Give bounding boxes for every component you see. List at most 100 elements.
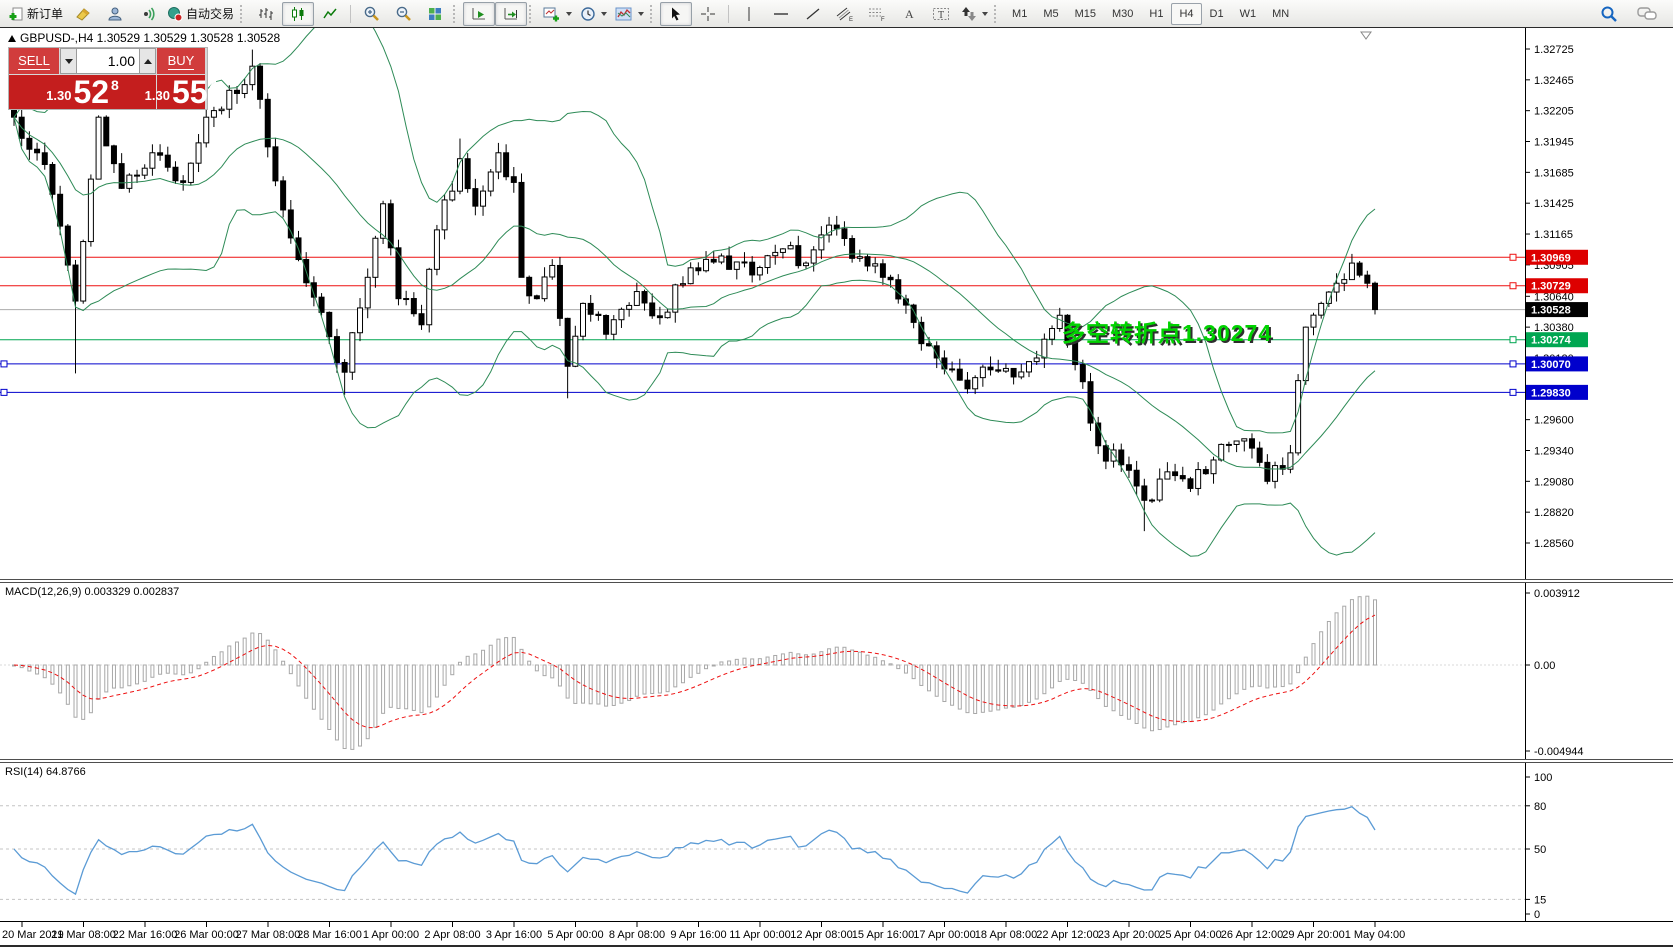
period-button[interactable] [576,2,611,26]
svg-text:T: T [938,10,944,21]
chevron-down-icon [638,11,645,16]
svg-text:1.28560: 1.28560 [1534,538,1574,550]
new-order-icon [9,7,23,20]
svg-text:11 Apr 00:00: 11 Apr 00:00 [729,929,791,941]
macd-panel[interactable]: 0.003912 0.00 -0.004944 [0,583,1673,759]
svg-text:25 Apr 04:00: 25 Apr 04:00 [1159,929,1221,941]
svg-text:23 Apr 20:00: 23 Apr 20:00 [1098,929,1160,941]
svg-text:1.32465: 1.32465 [1534,75,1574,87]
toolbar-grip [240,4,245,23]
timeframe-m5-button[interactable]: M5 [1043,7,1059,20]
candle-chart-type-button[interactable] [282,1,315,26]
svg-text:22 Apr 12:00: 22 Apr 12:00 [1036,929,1098,941]
macd-indicator-label: MACD(12,26,9) 0.003329 0.002837 [5,586,180,598]
tile-windows-button[interactable] [419,2,451,26]
svg-text:15 Apr 16:00: 15 Apr 16:00 [852,929,914,941]
buy-button[interactable]: BUY [157,48,205,74]
eraser-button[interactable] [67,2,99,26]
timeframe-m30-button[interactable]: M30 [1112,7,1134,20]
svg-text:9 Apr 16:00: 9 Apr 16:00 [670,929,726,941]
chevron-down-icon [601,11,608,16]
svg-text:F: F [881,17,885,22]
crosshair-tool-button[interactable] [692,2,724,26]
timeframe-d1-button[interactable]: D1 [1209,7,1224,20]
new-chart-button[interactable] [539,2,576,26]
svg-text:1.30729: 1.30729 [1531,281,1571,293]
svg-text:1.30380: 1.30380 [1534,322,1574,334]
text-label-tool-button[interactable]: T [925,2,957,26]
indicators-button[interactable] [611,2,648,26]
vertical-line-tool-button[interactable] [733,2,765,26]
profile-button[interactable] [99,2,131,26]
candlestick-chart-icon [292,6,304,21]
timeframe-m15-button[interactable]: M15 [1074,7,1096,20]
svg-text:1.30969: 1.30969 [1531,252,1571,264]
auto-trading-icon [168,6,183,21]
tile-windows-icon [429,7,442,20]
volume-increase-button[interactable] [139,48,156,74]
zoom-in-icon [364,6,379,21]
main-chart[interactable]: 1.32725 1.32465 1.32205 1.31945 1.31685 1.314… [0,28,1673,579]
sell-button[interactable]: SELL [9,48,59,74]
timeframe-mn-button[interactable]: MN [1272,7,1290,20]
equidistant-channel-tool-button[interactable]: E [829,2,861,26]
svg-text:18 Apr 08:00: 18 Apr 08:00 [975,929,1037,941]
fibonacci-tool-button[interactable]: F [861,2,893,26]
line-chart-type-button[interactable] [314,2,346,26]
toolbar-separator [350,4,352,23]
horizontal-line-tool-button[interactable] [765,2,797,26]
svg-text:2 Apr 08:00: 2 Apr 08:00 [424,929,480,941]
svg-text:8 Apr 08:00: 8 Apr 08:00 [609,929,665,941]
auto-trading-label: 自动交易 [186,7,235,21]
panel-splitter[interactable] [0,759,1673,763]
timeframe-h4-button[interactable]: H4 [1171,2,1202,25]
svg-text:80: 80 [1534,801,1546,813]
timeframe-m1-button[interactable]: M1 [1012,7,1028,20]
svg-text:E: E [849,17,853,22]
zoom-out-button[interactable] [387,2,419,26]
search-button[interactable] [1593,2,1625,26]
chart-autoscroll-button[interactable] [463,1,496,26]
sell-price[interactable]: 1.30 52 8 [9,75,156,109]
signal-button[interactable] [131,2,163,26]
signal-icon [144,6,155,21]
timeframe-h1-button[interactable]: H1 [1149,7,1164,20]
svg-text:A: A [905,7,914,21]
svg-text:1.29080: 1.29080 [1534,476,1574,488]
svg-text:17 Apr 00:00: 17 Apr 00:00 [913,929,975,941]
svg-text:1.32725: 1.32725 [1534,44,1574,56]
svg-text:26 Apr 12:00: 26 Apr 12:00 [1221,929,1283,941]
chart-shift-button[interactable] [495,1,528,26]
chat-button[interactable] [1631,2,1663,26]
zoom-in-button[interactable] [355,2,387,26]
svg-text:1.30274: 1.30274 [1531,335,1572,347]
bar-chart-type-button[interactable] [250,2,282,26]
cursor-tool-button[interactable] [660,1,693,26]
text-tool-button[interactable]: A [893,2,925,26]
svg-text:1.31685: 1.31685 [1534,167,1574,179]
new-chart-icon [543,7,560,21]
svg-text:1.29340: 1.29340 [1534,445,1574,457]
timeframe-w1-button[interactable]: W1 [1239,7,1257,20]
panel-splitter[interactable] [0,579,1673,583]
auto-trading-button[interactable]: 自动交易 [163,2,238,26]
chart-annotation: 多空转折点1.30274 [1062,320,1273,346]
chart-ohlc-info: GBPUSD-,H4 1.30529 1.30529 1.30528 1.305… [8,31,280,45]
arrows-tool-button[interactable] [957,2,992,26]
trendline-tool-button[interactable] [797,2,829,26]
new-order-label: 新订单 [27,7,64,21]
toolbar-grip [529,4,534,23]
toolbar-grip [650,4,655,23]
svg-text:0.00: 0.00 [1534,660,1555,672]
chat-icon [1637,6,1657,20]
volume-input[interactable] [77,48,139,74]
volume-decrease-button[interactable] [60,48,77,74]
one-click-trading-panel: SELL BUY 1.30 52 8 1.30 55 4 [8,47,218,110]
toolbar-grip [453,4,458,23]
svg-text:100: 100 [1534,772,1552,784]
toolbar-grip [994,4,999,23]
buy-price[interactable]: 1.30 55 4 [144,74,218,110]
new-order-button[interactable]: 新订单 [4,2,67,26]
horizontal-line-icon [774,12,789,15]
rsi-panel[interactable]: 100 80 50 15 0 [0,763,1673,921]
